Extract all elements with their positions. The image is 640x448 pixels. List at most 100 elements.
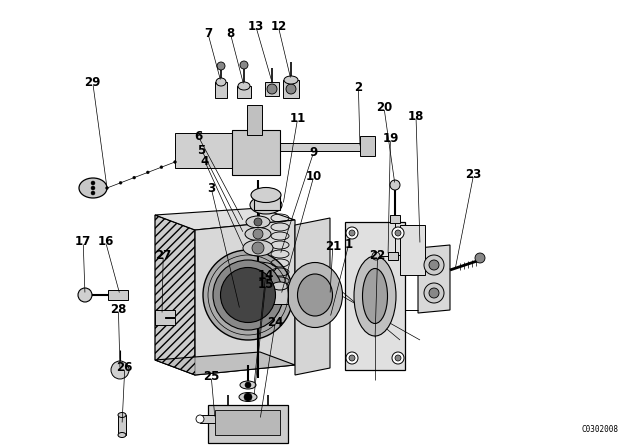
Text: 27: 27 [155, 249, 172, 262]
Text: 20: 20 [376, 101, 392, 114]
Ellipse shape [118, 432, 126, 438]
Bar [254, 195, 262, 201]
Polygon shape [345, 222, 405, 370]
Circle shape [254, 218, 262, 226]
Ellipse shape [243, 240, 273, 256]
Ellipse shape [203, 250, 293, 340]
Circle shape [160, 166, 163, 169]
Bar [215, 410, 280, 435]
Bar [118, 415, 126, 435]
Circle shape [372, 252, 380, 260]
Circle shape [346, 352, 358, 364]
Circle shape [349, 230, 355, 236]
Ellipse shape [216, 78, 226, 86]
Circle shape [267, 84, 277, 94]
Text: 14: 14 [257, 269, 274, 282]
Bar [200, 415, 220, 423]
Circle shape [346, 227, 358, 239]
Text: 23: 23 [465, 168, 482, 181]
Ellipse shape [284, 76, 298, 84]
Circle shape [392, 227, 404, 239]
Circle shape [196, 415, 204, 423]
Ellipse shape [354, 256, 396, 336]
Text: 8: 8 [227, 27, 234, 40]
Ellipse shape [287, 263, 342, 327]
Text: 26: 26 [116, 361, 133, 374]
Circle shape [111, 361, 129, 379]
Polygon shape [295, 218, 330, 375]
Text: 19: 19 [382, 132, 399, 146]
Circle shape [390, 180, 400, 190]
Ellipse shape [272, 282, 288, 290]
Text: 7: 7 [204, 27, 212, 40]
Polygon shape [265, 143, 370, 151]
Circle shape [252, 242, 264, 254]
Polygon shape [155, 310, 175, 325]
Polygon shape [175, 133, 235, 168]
Text: 1: 1 [345, 237, 353, 251]
Circle shape [424, 283, 444, 303]
Bar [108, 290, 128, 300]
Ellipse shape [118, 413, 126, 418]
Text: 10: 10 [305, 170, 322, 184]
Text: 21: 21 [324, 240, 341, 253]
Ellipse shape [239, 392, 257, 401]
Circle shape [217, 62, 225, 70]
Bar [388, 252, 398, 260]
Text: 28: 28 [110, 302, 127, 316]
Text: 4: 4 [201, 155, 209, 168]
Ellipse shape [221, 267, 275, 323]
Text: 5: 5 [198, 143, 205, 157]
Circle shape [244, 393, 252, 401]
Ellipse shape [250, 196, 282, 214]
Circle shape [173, 160, 177, 164]
Circle shape [147, 171, 149, 174]
Circle shape [245, 382, 251, 388]
Text: 24: 24 [267, 316, 284, 329]
Bar [237, 86, 251, 98]
Polygon shape [232, 130, 280, 175]
Circle shape [395, 355, 401, 361]
Ellipse shape [79, 178, 107, 198]
Circle shape [132, 176, 136, 179]
Circle shape [78, 288, 92, 302]
Text: 17: 17 [75, 235, 92, 249]
Bar [390, 215, 400, 223]
Circle shape [392, 352, 404, 364]
Bar [215, 82, 227, 98]
Circle shape [106, 186, 109, 190]
Text: 29: 29 [84, 76, 101, 90]
Bar [272, 286, 288, 304]
Text: 18: 18 [408, 110, 424, 123]
Text: 22: 22 [369, 249, 386, 262]
Text: C0302008: C0302008 [582, 426, 618, 435]
Text: 11: 11 [289, 112, 306, 125]
Polygon shape [155, 215, 195, 375]
Polygon shape [155, 208, 295, 230]
Bar [265, 82, 279, 96]
Ellipse shape [362, 268, 387, 323]
Ellipse shape [246, 216, 270, 228]
Circle shape [475, 253, 485, 263]
Polygon shape [155, 352, 295, 375]
Circle shape [429, 288, 439, 298]
Circle shape [91, 191, 95, 195]
Bar [254, 195, 280, 210]
Bar [208, 405, 288, 443]
Ellipse shape [240, 381, 256, 389]
Polygon shape [360, 136, 375, 156]
Circle shape [395, 230, 401, 236]
Ellipse shape [245, 228, 271, 241]
Circle shape [349, 355, 355, 361]
Circle shape [253, 229, 263, 239]
Circle shape [429, 260, 439, 270]
Text: 16: 16 [97, 235, 114, 249]
Bar [283, 80, 299, 98]
Circle shape [91, 186, 95, 190]
Ellipse shape [298, 274, 333, 316]
Text: 9: 9 [310, 146, 317, 159]
Polygon shape [195, 220, 295, 375]
Text: 15: 15 [257, 278, 274, 291]
Circle shape [286, 84, 296, 94]
Text: 13: 13 [248, 20, 264, 34]
